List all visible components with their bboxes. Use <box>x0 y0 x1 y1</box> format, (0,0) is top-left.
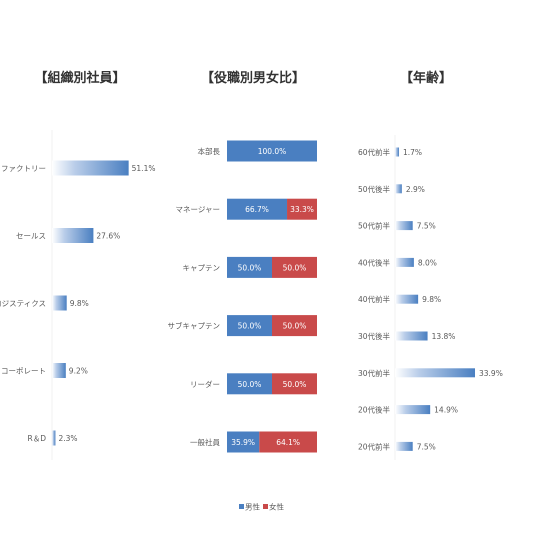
category-label: ロジスティクス <box>0 299 46 308</box>
data-label: 50.0% <box>238 263 262 272</box>
bar <box>395 368 476 378</box>
data-label: 50.0% <box>238 322 262 331</box>
bar-segment <box>227 256 272 278</box>
legend-swatch <box>263 504 268 509</box>
category-label: 一般社員 <box>190 437 220 447</box>
bar <box>395 331 428 341</box>
bar <box>395 147 400 157</box>
category-label: R＆D <box>28 434 47 443</box>
bar-segment <box>259 431 317 453</box>
data-label: 13.8% <box>432 332 456 341</box>
category-label: リーダー <box>190 379 220 389</box>
legend: 男性 女性 <box>239 502 284 512</box>
data-label: 50.0% <box>238 380 262 389</box>
age-chart: 【年齢】 60代前半 1.7% 50代後半 2.9% 50代前半 7.5% 40代後半 8.0%… <box>358 70 503 460</box>
category-label: 20代前半 <box>358 441 391 451</box>
data-label: 27.6% <box>96 232 120 241</box>
bar <box>395 257 414 267</box>
bar <box>395 221 413 231</box>
bar <box>395 441 413 451</box>
chart-title-age: 【年齢】 <box>400 70 452 86</box>
bar-segment <box>272 256 317 278</box>
category-label: コーポレート <box>1 367 46 376</box>
data-label: 35.9% <box>231 438 255 447</box>
data-label: 33.9% <box>479 369 503 378</box>
bar-segment <box>227 198 288 220</box>
category-label: 40代後半 <box>358 257 391 267</box>
data-label: 9.2% <box>69 367 88 376</box>
data-label: 2.3% <box>58 434 77 443</box>
bar <box>395 184 402 194</box>
data-label: 50.0% <box>283 263 307 272</box>
category-label: キャプテン <box>183 263 221 272</box>
org-chart: 【組織別社員】ファクトリー 51.1% セールス 27.6% ロジスティクス 9.8% コー… <box>0 70 155 460</box>
data-label: 7.5% <box>417 222 436 231</box>
category-label: セールス <box>16 232 46 241</box>
bar-segment <box>272 315 317 337</box>
data-label: 64.1% <box>276 438 300 447</box>
bar <box>52 160 129 176</box>
data-label: 33.3% <box>290 205 314 214</box>
bar-segment <box>287 198 317 220</box>
data-label: 50.0% <box>283 380 307 389</box>
category-label: 40代前半 <box>358 294 391 304</box>
bar <box>52 430 56 446</box>
data-label: 9.8% <box>422 295 441 304</box>
chart-title-position: 【役職別男女比】 <box>201 70 305 86</box>
bar <box>395 294 419 304</box>
category-label: 30代前半 <box>358 368 391 378</box>
legend-swatch <box>239 504 244 509</box>
bar-segment <box>227 373 272 395</box>
bar <box>52 228 94 243</box>
bar <box>395 405 431 415</box>
position-gender-chart: 【役職別男女比】本部長 100.0% マネージャー 66.7% 33.3% キャプテン 50… <box>168 70 317 512</box>
data-label: 2.9% <box>406 185 425 194</box>
legend-label: 女性 <box>269 502 284 512</box>
category-label: 20代後半 <box>358 405 391 415</box>
category-label: 60代前半 <box>358 147 391 157</box>
category-label: マネージャー <box>176 205 220 214</box>
data-label: 100.0% <box>258 147 287 156</box>
data-label: 51.1% <box>132 164 156 173</box>
bar-segment <box>227 315 272 337</box>
category-label: 30代後半 <box>358 331 391 341</box>
data-label: 14.9% <box>434 406 458 415</box>
category-label: ファクトリー <box>1 164 46 173</box>
category-label: 50代前半 <box>358 221 391 231</box>
data-label: 50.0% <box>283 322 307 331</box>
data-label: 7.5% <box>417 442 436 451</box>
bar <box>52 295 67 311</box>
bar-segment <box>227 140 317 162</box>
legend-label: 男性 <box>245 502 260 512</box>
bar-segment <box>227 431 260 453</box>
data-label: 1.7% <box>403 148 422 157</box>
category-label: サブキャプテン <box>168 321 221 331</box>
category-label: 本部長 <box>198 146 221 156</box>
category-label: 50代後半 <box>358 184 391 194</box>
chart-title-org: 【組織別社員】 <box>34 70 125 86</box>
bar <box>52 363 66 378</box>
bar-segment <box>272 373 317 395</box>
data-label: 66.7% <box>245 205 269 214</box>
data-label: 8.0% <box>418 258 437 267</box>
data-label: 9.8% <box>70 299 89 308</box>
